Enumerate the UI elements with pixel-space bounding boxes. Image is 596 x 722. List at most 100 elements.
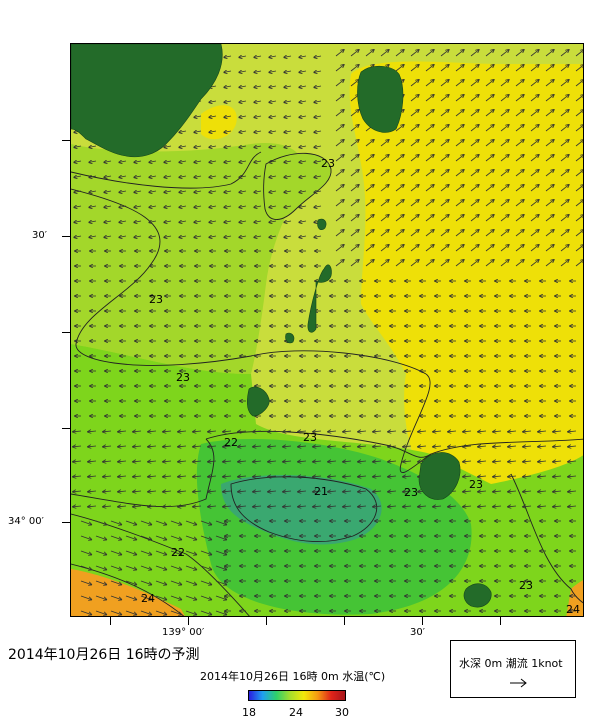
current-arrow (284, 131, 292, 132)
current-arrow (239, 116, 247, 117)
contour-line (230, 476, 378, 542)
current-arrow (538, 506, 547, 507)
current-arrow (350, 125, 359, 132)
current-arrow (223, 491, 232, 492)
current-arrow (343, 446, 352, 447)
current-arrow (104, 176, 112, 177)
current-arrow (478, 506, 487, 507)
current-arrow (545, 80, 554, 87)
current-arrow (200, 610, 211, 615)
current-arrow (553, 476, 562, 477)
current-arrow (224, 86, 232, 87)
current-arrow (193, 461, 202, 462)
current-arrow (575, 170, 583, 177)
current-arrow (485, 50, 494, 57)
current-arrow (223, 446, 232, 447)
current-arrow (485, 200, 494, 207)
current-arrow (313, 431, 322, 432)
current-arrow (560, 110, 569, 117)
current-arrow (89, 191, 97, 192)
current-arrow (74, 206, 82, 207)
current-arrow (433, 506, 442, 507)
current-arrow (530, 185, 539, 192)
colorbar-tick-label: 30 (335, 706, 349, 719)
current-arrow (178, 461, 187, 462)
current-arrow (155, 565, 166, 570)
current-arrow (350, 245, 359, 252)
lon-tick (110, 617, 111, 625)
current-arrow (215, 610, 226, 615)
current-arrow (575, 185, 583, 192)
current-arrow (125, 535, 136, 540)
current-arrow (103, 506, 112, 507)
current-arrow (560, 125, 569, 132)
current-arrow (523, 506, 532, 507)
current-arrow (95, 535, 106, 540)
current-arrow (455, 185, 464, 192)
current-arrow (74, 146, 82, 147)
current-arrow (224, 116, 232, 117)
temperature-colorbar (248, 690, 346, 701)
current-arrow (283, 476, 292, 477)
current-arrow (254, 86, 262, 87)
current-arrow (119, 161, 127, 162)
current-arrow (575, 140, 583, 147)
current-arrow (388, 431, 397, 432)
current-arrow (269, 101, 277, 102)
current-arrow (224, 161, 232, 162)
current-arrow (440, 80, 449, 87)
current-arrow (455, 125, 464, 132)
current-arrow (253, 446, 262, 447)
current-arrow (328, 506, 337, 507)
current-arrow (373, 446, 382, 447)
current-arrow (485, 230, 494, 237)
current-arrow (568, 506, 577, 507)
current-arrow (410, 65, 419, 72)
current-arrow (373, 476, 382, 477)
contour-line (263, 152, 332, 220)
current-arrow (193, 506, 202, 507)
current-arrow (523, 446, 532, 447)
current-arrow (314, 56, 322, 57)
current-arrow (440, 65, 449, 72)
current-arrow (410, 185, 419, 192)
current-arrow (299, 221, 307, 222)
current-arrow (283, 431, 292, 432)
current-arrow (119, 236, 127, 237)
current-arrow (149, 206, 157, 207)
longitude-label: 30′ (410, 627, 425, 638)
current-arrow (140, 520, 151, 525)
current-arrow (335, 50, 344, 57)
current-arrow (268, 446, 277, 447)
current-arrow (530, 110, 539, 117)
current-arrow (470, 80, 479, 87)
current-arrow (119, 221, 127, 222)
current-arrow (500, 260, 509, 267)
current-arrow (119, 206, 127, 207)
current-arrow (560, 80, 569, 87)
current-arrow (134, 176, 142, 177)
current-arrow (140, 610, 151, 615)
current-arrow (395, 140, 404, 147)
current-arrow (418, 506, 427, 507)
current-arrow (164, 176, 172, 177)
legend-label: 水深 0m 潮流 1knot (459, 657, 563, 670)
contour-label: 23 (149, 293, 163, 306)
current-arrow (425, 230, 434, 237)
current-arrow (149, 161, 157, 162)
current-arrow (485, 185, 494, 192)
current-arrow (335, 110, 344, 117)
current-arrow (575, 65, 583, 72)
colorbar-title: 2014年10月26日 16時 0m 水温(℃) (200, 670, 386, 683)
current-arrow (209, 101, 217, 102)
contour-line (71, 438, 215, 508)
current-arrow (500, 200, 509, 207)
current-arrow (388, 446, 397, 447)
current-arrow (560, 185, 569, 192)
current-arrow (148, 476, 157, 477)
contour-label: 21 (314, 485, 328, 498)
current-arrow (388, 491, 397, 492)
current-arrow (448, 506, 457, 507)
current-arrow (425, 260, 434, 267)
current-arrow (440, 185, 449, 192)
